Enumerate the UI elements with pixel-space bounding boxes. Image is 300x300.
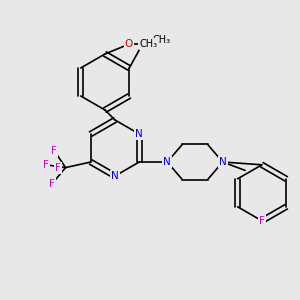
Text: F: F: [259, 216, 265, 226]
Text: O: O: [125, 39, 133, 49]
Text: F: F: [51, 146, 57, 156]
Text: N: N: [135, 129, 143, 139]
Text: F: F: [49, 179, 55, 189]
Text: CH₃: CH₃: [140, 39, 158, 49]
Text: N: N: [219, 157, 226, 167]
Text: F: F: [55, 163, 61, 172]
Text: O: O: [139, 38, 147, 48]
Text: N: N: [111, 171, 119, 181]
Text: CH₃: CH₃: [153, 35, 171, 45]
Text: F: F: [43, 160, 49, 170]
Text: N: N: [164, 157, 171, 167]
